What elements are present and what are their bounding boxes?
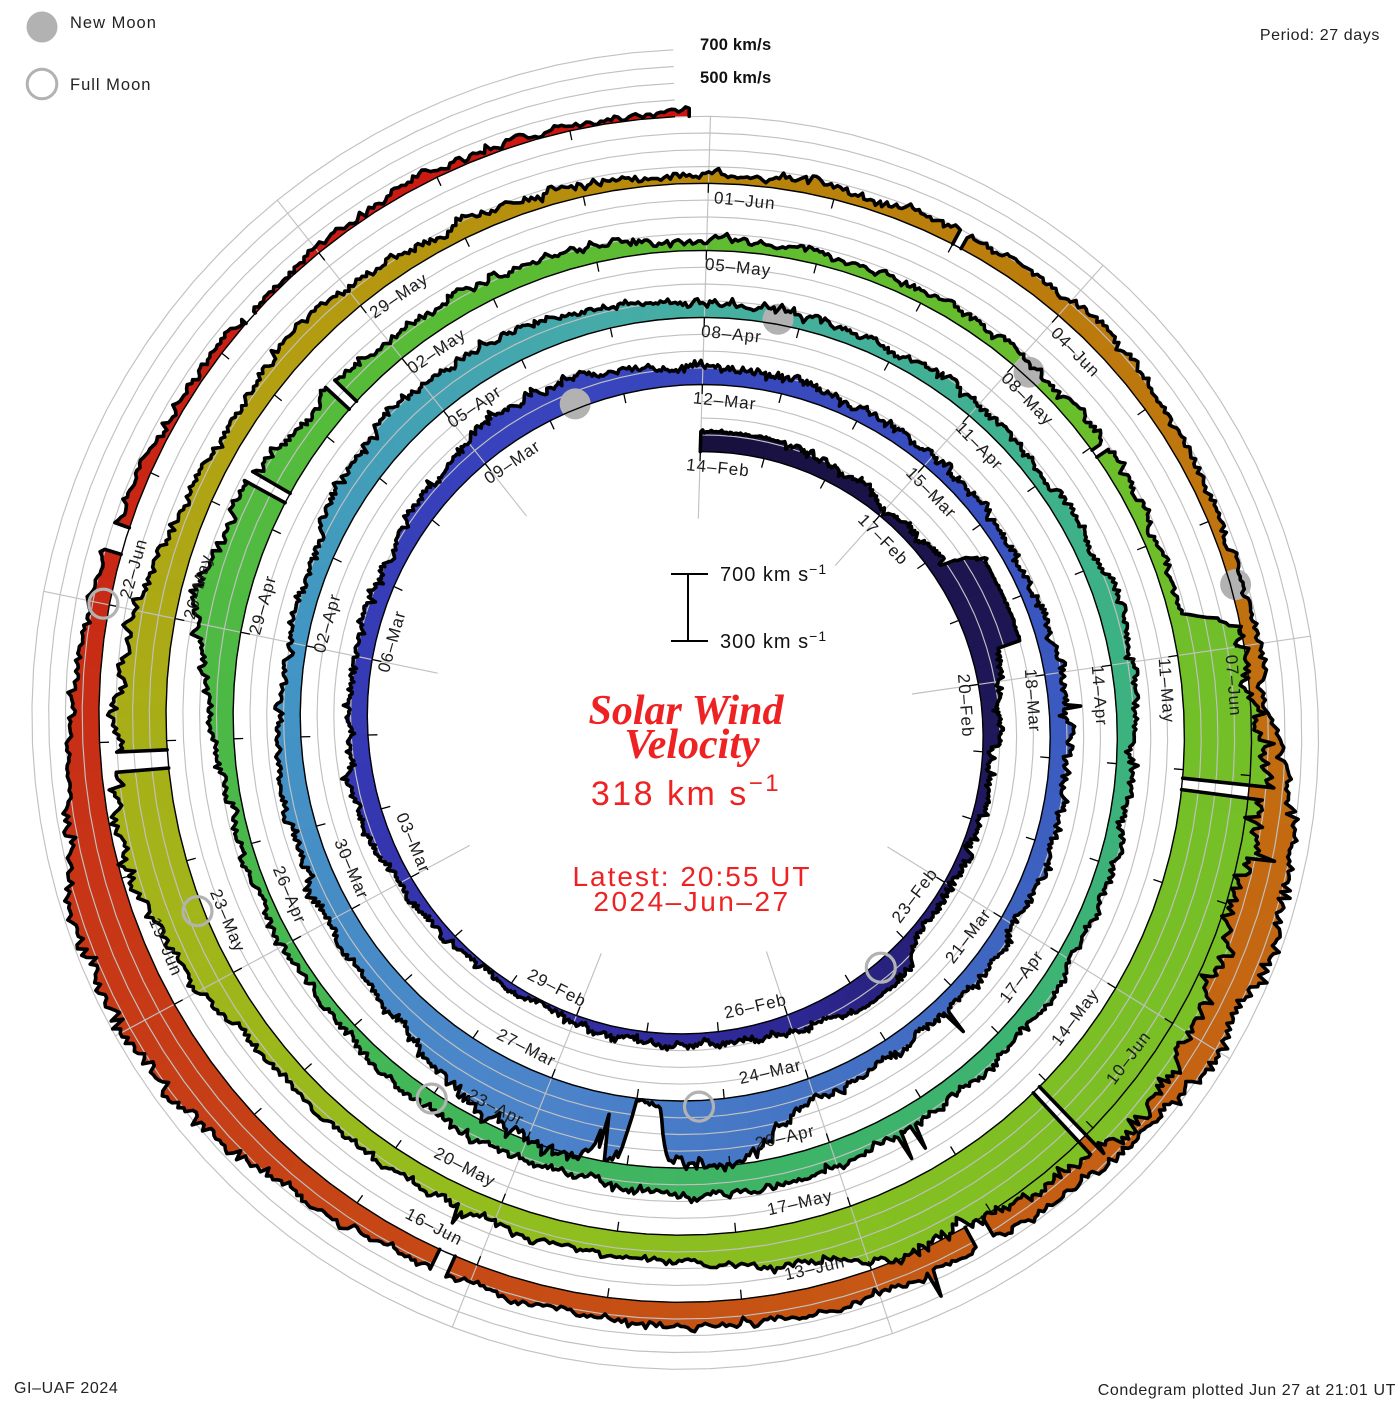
svg-text:500 km/s: 500 km/s xyxy=(700,69,771,87)
svg-text:GI–UAF 2024: GI–UAF 2024 xyxy=(14,1380,118,1397)
svg-text:Full Moon: Full Moon xyxy=(70,76,151,94)
svg-text:Velocity: Velocity xyxy=(624,722,760,768)
svg-text:700 km/s: 700 km/s xyxy=(700,36,771,54)
svg-text:Period: 27 days: Period: 27 days xyxy=(1260,27,1380,44)
svg-text:New Moon: New Moon xyxy=(70,14,157,32)
svg-text:Condegram plotted Jun 27 at 21: Condegram plotted Jun 27 at 21:01 UT xyxy=(1098,1382,1396,1399)
svg-text:2024–Jun–27: 2024–Jun–27 xyxy=(593,886,790,917)
